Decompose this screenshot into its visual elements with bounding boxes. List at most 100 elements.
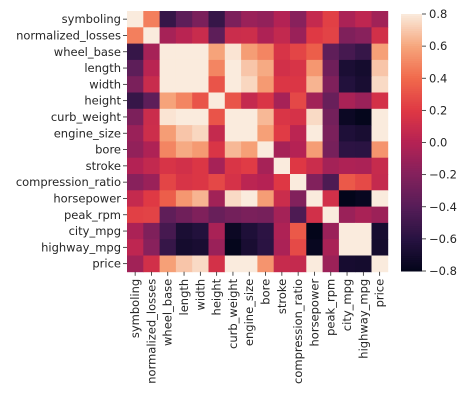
x-tick-label: engine_size [242,279,256,346]
heatmap-cell [306,206,323,224]
y-tick-label: stroke [86,159,121,173]
colorbar-segment [401,163,422,167]
heatmap-cell [371,255,389,273]
heatmap-cell [224,190,242,207]
heatmap-cell [338,141,356,159]
heatmap-cell [290,11,307,28]
x-tick-label: symboling [128,279,142,338]
heatmap-cell [355,92,372,110]
heatmap-cell [241,59,258,77]
y-tick-label: wheel_base [54,45,121,59]
heatmap-cell [192,11,209,28]
heatmap-cell [159,108,177,126]
heatmap-cell [192,157,209,175]
colorbar-segment [401,236,422,240]
heatmap-cell [306,92,323,110]
colorbar-segment [401,161,422,165]
heatmap-cell [355,125,372,142]
colorbar-segment [401,219,422,223]
colorbar-segment [401,144,422,148]
heatmap-cell [371,206,389,224]
heatmap-cell [273,11,291,28]
heatmap-cell [371,141,389,159]
heatmap-cell [306,255,323,273]
colorbar-segment [401,226,422,229]
colorbar-segment [401,187,422,191]
heatmap-cell [338,92,356,110]
colorbar-segment [401,116,422,120]
heatmap-cell [143,125,160,142]
heatmap-cell [273,141,291,159]
colorbar-segment [401,73,422,77]
y-tick-label: symboling [62,12,121,26]
heatmap-cell [208,222,226,240]
heatmap-cell [338,43,356,61]
heatmap-cell [273,125,291,142]
heatmap-cell [192,76,209,93]
heatmap-cell [257,157,275,175]
heatmap-cell [224,206,242,224]
heatmap-cell [322,222,340,240]
heatmap-cell [338,206,356,224]
heatmap-cell [241,206,258,224]
heatmap-cell [159,190,177,207]
heatmap-cell [306,222,323,240]
heatmap-cell [257,206,275,224]
heatmap-cell [224,157,242,175]
heatmap-cell [192,239,209,256]
heatmap-cell [273,92,291,110]
heatmap-cell [127,174,144,191]
colorbar-segment [401,61,422,64]
heatmap-cell [322,141,340,159]
heatmap-cell [208,141,226,159]
y-tick-label: city_mpg [69,224,121,238]
heatmap-cell [371,222,389,240]
heatmap-cell [322,43,340,61]
heatmap-cell [273,157,291,175]
colorbar-segment [401,148,422,152]
colorbar-segment [401,91,422,94]
heatmap-cell [273,27,291,44]
heatmap-cell [290,141,307,159]
heatmap-cell [257,108,275,126]
colorbar-segment [401,142,422,146]
heatmap-cell [355,11,372,28]
heatmap-cell [338,157,356,175]
heatmap-cell [127,206,144,224]
heatmap-cell [224,92,242,110]
heatmap-cell [290,125,307,142]
y-tick-label: normalized_losses [16,28,121,42]
heatmap-cell [257,76,275,93]
colorbar-segment [401,43,422,47]
heatmap-cell [290,239,307,256]
colorbar-segment [401,82,422,86]
heatmap-cell [143,59,160,77]
colorbar-segment [401,247,422,251]
colorbar-segment [401,99,422,103]
heatmap-cell [175,239,193,256]
colorbar-segment [401,243,422,246]
heatmap-cell [322,125,340,142]
colorbar-segment [401,206,422,210]
heatmap-cell [175,125,193,142]
heatmap-cell [175,206,193,224]
x-tick-label: length [177,279,191,316]
colorbar-segment [401,215,422,218]
heatmap-cell [175,59,193,77]
heatmap-cell [322,92,340,110]
heatmap-cell [273,59,291,77]
heatmap-cell [371,11,389,28]
heatmap-cell [224,59,242,77]
heatmap-cell [208,11,226,28]
heatmap-cell [175,255,193,273]
heatmap-cell [273,206,291,224]
x-tick-label: curb_weight [226,278,240,349]
heatmap-cell [241,11,258,28]
colorbar-segment [401,127,422,131]
heatmap-cell [127,157,144,175]
heatmap-cell [159,239,177,256]
heatmap-cell [224,76,242,93]
x-tick-label: compression_ratio [291,279,305,384]
colorbar-segment [401,14,422,17]
colorbar-segment [401,67,422,71]
